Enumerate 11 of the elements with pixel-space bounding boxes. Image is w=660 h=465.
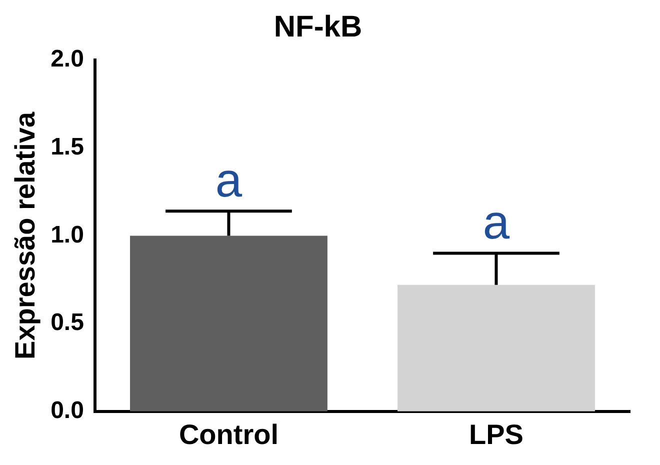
annotation: a xyxy=(215,154,242,208)
x-tick-label: LPS xyxy=(469,418,524,450)
y-tick-label: 2.0 xyxy=(50,46,84,73)
chart-title: NF-kB xyxy=(274,10,362,44)
y-tick-label: 0.5 xyxy=(50,309,84,336)
y-tick-label: 0.0 xyxy=(50,397,84,424)
x-tick-label: Control xyxy=(178,418,278,450)
y-tick-label: 1.0 xyxy=(50,221,84,248)
annotation: a xyxy=(482,196,510,250)
y-tick-label: 1.5 xyxy=(50,133,84,160)
y-axis-title: Expressão relativa xyxy=(10,112,41,360)
